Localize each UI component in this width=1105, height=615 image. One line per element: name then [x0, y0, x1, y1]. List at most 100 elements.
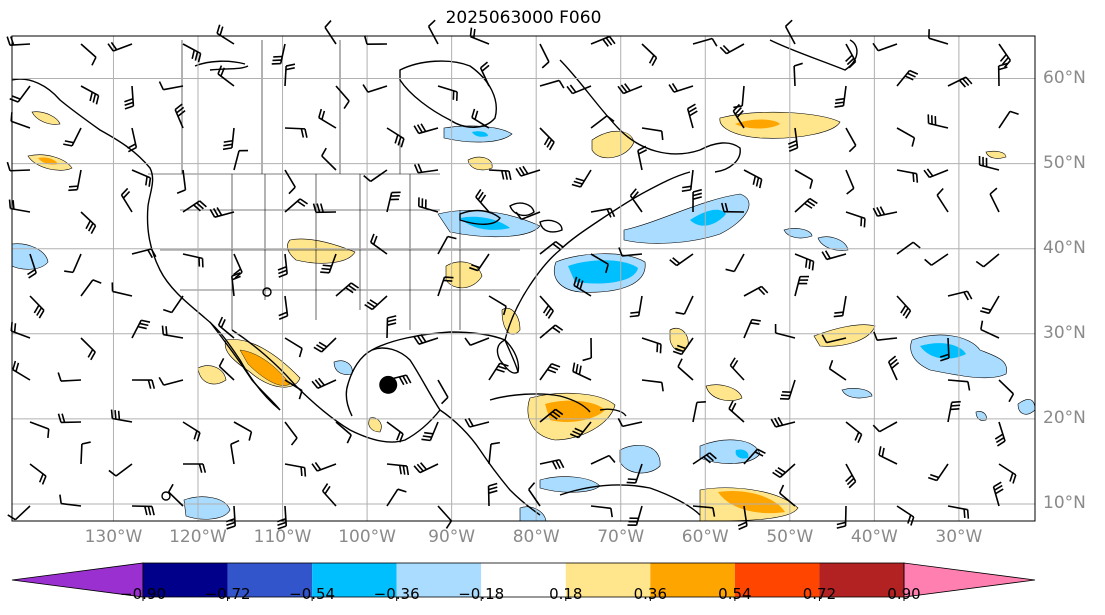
wind-barb — [80, 211, 97, 235]
longitude-label: 30°W — [935, 527, 983, 547]
wind-barb — [464, 337, 490, 346]
latitude-label: 30°N — [1043, 322, 1086, 343]
wind-barb — [209, 207, 235, 218]
wind-barb — [997, 62, 1008, 87]
wind-barb — [980, 295, 1000, 315]
wind-barb — [182, 200, 207, 213]
wind-barb — [794, 169, 814, 189]
wind-barb — [887, 355, 900, 381]
wind-barb — [313, 337, 337, 353]
wind-barb — [107, 41, 133, 52]
wind-barb — [637, 145, 648, 171]
location-marker[interactable] — [379, 375, 398, 394]
wind-barb — [488, 295, 507, 316]
colorbar-segment — [565, 563, 651, 597]
wind-barb — [896, 295, 912, 319]
wind-barb — [335, 421, 352, 444]
wind-barb — [110, 409, 133, 423]
wind-barb — [590, 253, 609, 274]
wind-barb — [569, 421, 592, 439]
wind-barb — [131, 319, 151, 339]
latitude-label: 60°N — [1043, 67, 1086, 88]
wind-barb — [233, 253, 243, 279]
wind-barb — [413, 123, 439, 135]
wind-barb — [845, 169, 855, 195]
wind-barb — [845, 463, 857, 489]
wind-barb — [947, 290, 973, 301]
wind-barb — [417, 197, 439, 213]
wind-barb — [12, 360, 31, 381]
wind-barb — [821, 250, 847, 261]
wind-barb — [590, 454, 616, 465]
wind-barb — [284, 379, 303, 400]
wind-barb — [176, 169, 187, 194]
wind-barb — [641, 337, 662, 354]
wind-barb — [413, 462, 439, 474]
colorbar-segment — [312, 563, 397, 597]
wind-barb — [174, 103, 186, 129]
wind-barb — [437, 379, 449, 405]
wind-barb — [335, 282, 360, 297]
wind-barb — [111, 282, 133, 297]
wind-barb — [278, 295, 289, 320]
map-panel[interactable] — [6, 19, 1036, 531]
wind-barb — [627, 505, 643, 527]
wind-barb — [878, 446, 898, 465]
wind-barb — [479, 61, 490, 87]
wind-barb — [27, 253, 37, 279]
wind-barb — [737, 505, 748, 531]
wind-barb — [590, 115, 615, 129]
wind-barb — [617, 418, 643, 428]
wind-barb — [80, 337, 96, 361]
wind-barb — [590, 35, 616, 47]
wind-barb — [719, 43, 745, 55]
wind-barb — [218, 358, 235, 381]
wind-barb — [233, 149, 249, 171]
wind-barb — [284, 169, 296, 195]
field-positive — [27, 111, 1007, 522]
wind-barb — [743, 318, 761, 339]
longitude-label: 80°W — [512, 527, 560, 547]
wind-barb — [947, 400, 961, 423]
wind-barb — [641, 127, 664, 141]
wind-barb — [692, 401, 706, 423]
wind-barb — [939, 337, 950, 362]
wind-barb — [994, 421, 1006, 447]
wind-barb — [794, 253, 815, 271]
wind-barb — [335, 85, 350, 109]
wind-barb — [668, 82, 694, 93]
wind-barb — [845, 43, 857, 69]
colorbar-tick-label: 0.18 — [549, 585, 583, 603]
wind-barb — [421, 421, 439, 442]
wind-barb — [828, 359, 847, 381]
wind-barb — [590, 505, 613, 518]
wind-barb — [217, 316, 235, 339]
wind-barb — [131, 379, 156, 389]
wind-barb — [182, 463, 207, 473]
wind-barb — [978, 156, 1000, 171]
wind-barb — [284, 127, 308, 138]
colorbar-segment — [396, 563, 482, 597]
wind-barb — [363, 169, 388, 183]
wind-barb — [923, 168, 949, 179]
wind-barb — [471, 108, 490, 129]
wind-barb — [721, 202, 745, 213]
longitude-label: 130°W — [84, 527, 143, 547]
wind-barb — [641, 43, 658, 67]
wind-barb — [182, 421, 201, 442]
wind-barb — [318, 108, 337, 129]
wind-barb — [120, 187, 133, 213]
wind-barb — [321, 483, 337, 507]
wind-barb — [872, 42, 898, 52]
wind-barb — [427, 19, 439, 45]
wind-barb — [312, 203, 337, 214]
wind-barb — [80, 85, 100, 105]
wind-barb — [573, 276, 592, 297]
colorbar-outline — [142, 562, 905, 598]
wind-barb — [772, 463, 796, 479]
wind-barb — [284, 463, 307, 477]
wind-barb — [896, 69, 919, 87]
wind-barb — [779, 379, 796, 400]
wind-barb — [692, 505, 716, 517]
wind-barb — [936, 187, 949, 213]
